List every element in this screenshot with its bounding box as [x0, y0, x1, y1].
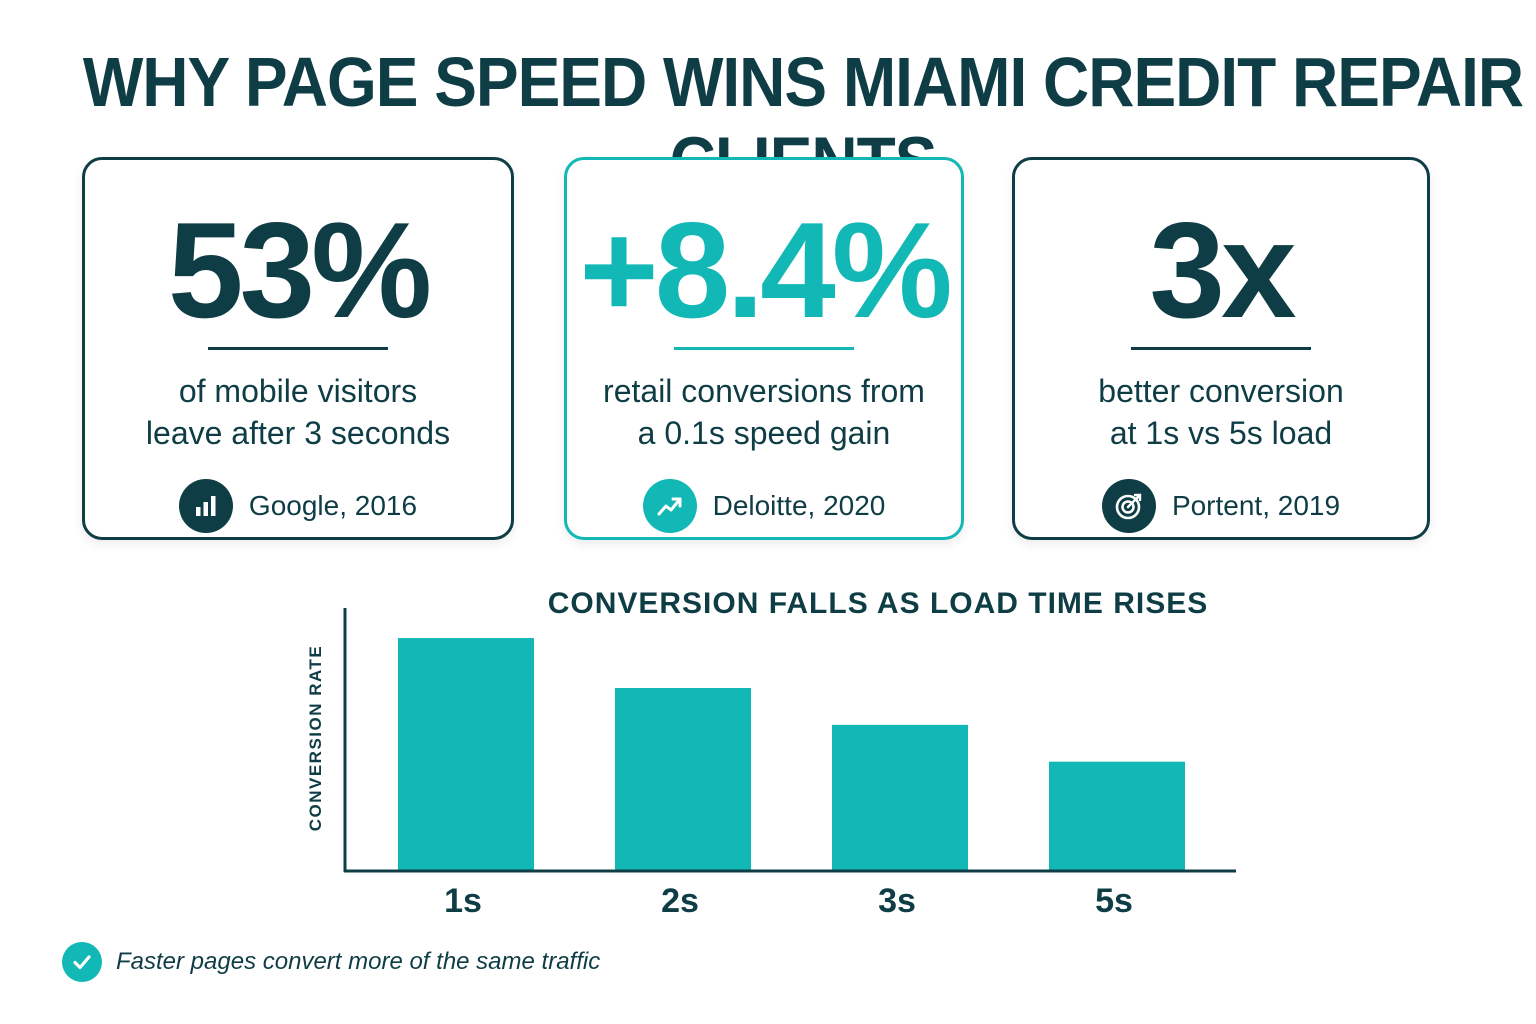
bar-1s	[398, 638, 534, 870]
stat-description: retail conversions from a 0.1s speed gai…	[577, 370, 951, 454]
takeaway-note: Faster pages convert more of the same tr…	[62, 942, 600, 982]
divider	[1131, 347, 1311, 350]
bar-2s	[615, 688, 751, 870]
target-icon	[1101, 479, 1156, 533]
stat-card-load-speed: 3x better conversion at 1s vs 5s load Po…	[1012, 157, 1430, 540]
x-tick-label: 3s	[878, 882, 916, 920]
stat-description-line: of mobile visitors	[178, 373, 418, 409]
stat-source: Google, 2016	[85, 478, 511, 534]
chart-title: CONVERSION FALLS AS LOAD TIME RISES	[547, 587, 1209, 620]
stat-description-line: leave after 3 seconds	[145, 415, 451, 451]
source-label: Google, 2016	[248, 490, 418, 521]
source-label: Portent, 2019	[1171, 490, 1341, 521]
stat-description: better conversion at 1s vs 5s load	[1025, 370, 1417, 454]
stat-card-mobile-bounce: 53% of mobile visitors leave after 3 sec…	[82, 157, 514, 540]
divider	[208, 347, 388, 350]
bar-3s	[832, 724, 968, 870]
stat-source: Deloitte, 2020	[567, 478, 961, 534]
stat-value: 53%	[167, 194, 432, 346]
check-icon	[62, 942, 102, 982]
stat-description-line: better conversion	[1098, 373, 1344, 409]
x-tick-label: 1s	[444, 882, 482, 920]
stat-value: +8.4%	[579, 194, 952, 346]
bar-5s	[1049, 761, 1185, 870]
stat-value: 3x	[1149, 194, 1296, 346]
source-label: Deloitte, 2020	[712, 490, 886, 521]
stat-description-line: a 0.1s speed gain	[637, 415, 891, 451]
trend-up-icon	[642, 479, 697, 533]
stat-description: of mobile visitors leave after 3 seconds	[95, 370, 501, 454]
divider	[674, 347, 854, 350]
stat-description-line: retail conversions from	[603, 373, 925, 409]
x-tick-label: 5s	[1095, 882, 1133, 920]
bar-chart-icon	[178, 479, 233, 533]
x-tick-label: 2s	[661, 882, 699, 920]
takeaway-text: Faster pages convert more of the same tr…	[116, 948, 601, 975]
stat-source: Portent, 2019	[1015, 478, 1427, 534]
stat-card-retail-conversions: +8.4% retail conversions from a 0.1s spe…	[564, 157, 964, 540]
stat-description-line: at 1s vs 5s load	[1109, 415, 1333, 451]
